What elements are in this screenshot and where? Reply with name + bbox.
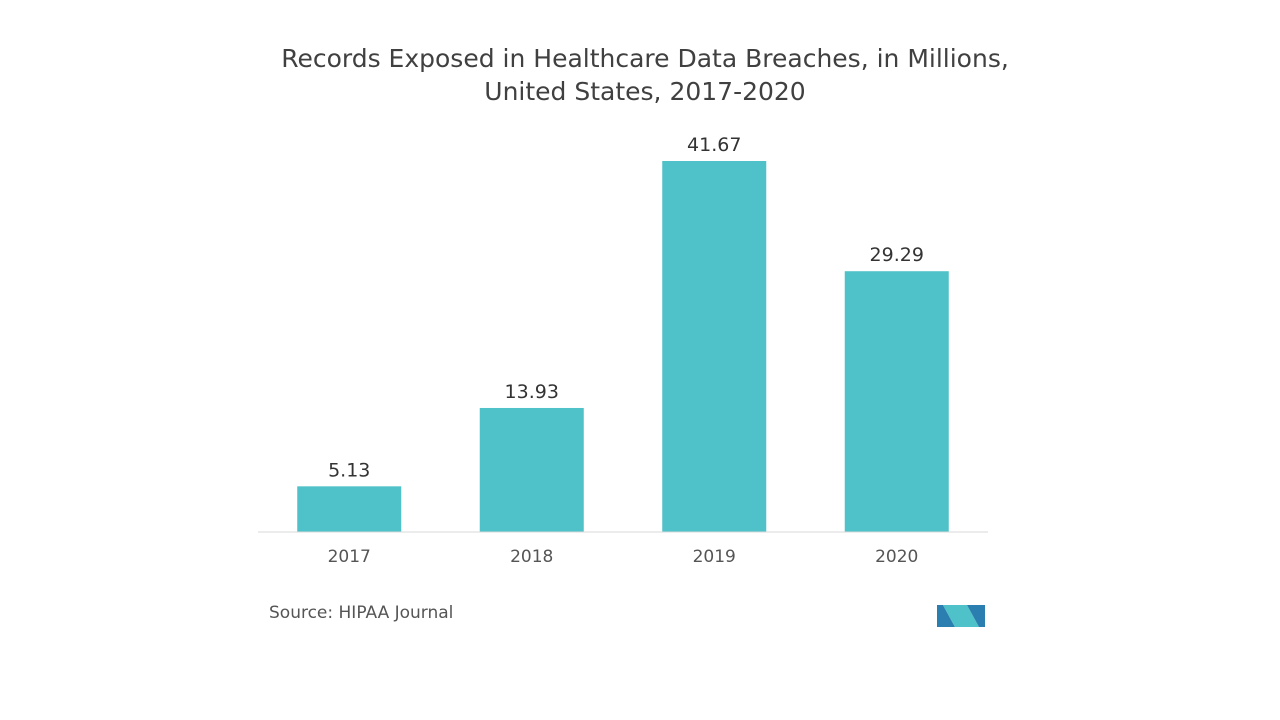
bar-2017 (297, 486, 402, 532)
x-tick-label-2020: 2020 (875, 547, 918, 567)
bar-2020 (844, 271, 949, 532)
x-tick-label-2017: 2017 (328, 547, 371, 567)
x-tick-label-2018: 2018 (510, 547, 553, 567)
data-label-2020: 29.29 (870, 244, 924, 266)
bar-2018 (479, 407, 584, 532)
chart-title: Records Exposed in Healthcare Data Breac… (200, 42, 1090, 108)
data-label-2018: 13.93 (505, 381, 559, 403)
x-tick-label-2019: 2019 (693, 547, 736, 567)
labels-layer: 5.13 2017 13.93 2018 41.67 2019 29.29 2020 (328, 134, 924, 567)
chart-title-line-1: Records Exposed in Healthcare Data Breac… (281, 44, 1009, 73)
bars-layer (297, 161, 949, 532)
data-label-2017: 5.13 (328, 459, 370, 481)
chart-title-line-2: United States, 2017-2020 (484, 77, 806, 106)
brand-logo-icon (937, 605, 985, 627)
bar-2019 (662, 161, 767, 532)
source-note: Source: HIPAA Journal (269, 603, 454, 623)
data-label-2019: 41.67 (687, 134, 741, 156)
